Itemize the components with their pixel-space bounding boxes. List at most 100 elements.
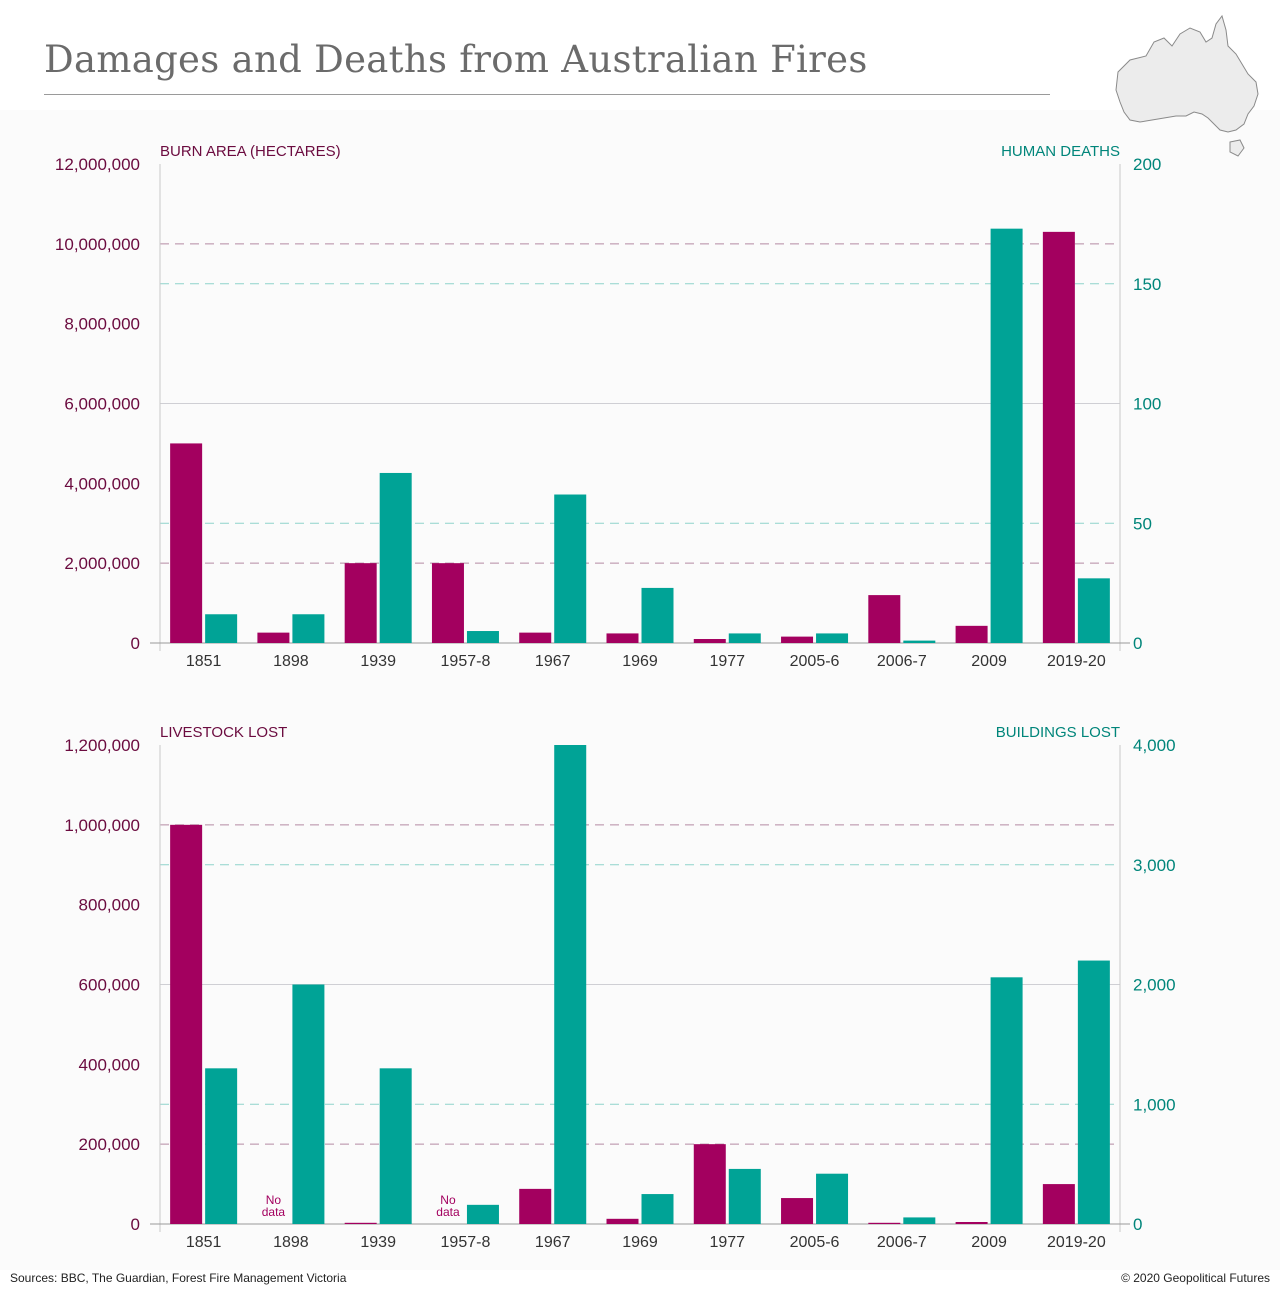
category-label: 1977 — [709, 653, 745, 670]
bar-livestock-lost-1939 — [344, 1222, 377, 1224]
australia-map-icon — [1115, 14, 1259, 157]
bar-buildings-lost-1939 — [379, 1068, 412, 1224]
right-tick-label: 50 — [1133, 514, 1152, 533]
bar-human-deaths-1957-8 — [466, 631, 499, 643]
footer-copyright: © 2020 Geopolitical Futures — [1121, 1271, 1270, 1285]
right-tick-label: 200 — [1133, 155, 1161, 174]
bar-human-deaths-1969 — [641, 587, 674, 643]
bar-human-deaths-2009 — [990, 228, 1023, 644]
bar-burn-area-hectares-1851 — [170, 443, 203, 643]
footer-sources: Sources: BBC, The Guardian, Forest Fire … — [10, 1271, 347, 1285]
right-tick-label: 1,000 — [1133, 1095, 1176, 1114]
left-tick-label: 8,000,000 — [64, 315, 140, 334]
category-label: 1851 — [186, 1234, 222, 1251]
bar-burn-area-hectares-2005-6 — [781, 636, 814, 643]
right-tick-label: 0 — [1133, 634, 1142, 653]
bar-burn-area-hectares-1898 — [257, 632, 290, 643]
bar-human-deaths-1977 — [728, 633, 761, 643]
bar-human-deaths-2019-20 — [1077, 578, 1110, 643]
category-label: 2005-6 — [790, 1234, 840, 1251]
bar-burn-area-hectares-1977 — [693, 639, 726, 643]
category-label: 2005-6 — [790, 653, 840, 670]
bar-human-deaths-2006-7 — [903, 640, 936, 643]
left-axis-title: LIVESTOCK LOST — [160, 724, 287, 741]
category-label: 1967 — [535, 1234, 571, 1251]
no-data-note: No data — [262, 1193, 286, 1219]
bar-livestock-lost-1851 — [170, 824, 203, 1224]
right-tick-label: 2,000 — [1133, 976, 1176, 995]
chart-1: 0 2,000,000 4,000,000 6,000,000 8,000,000 10,… — [55, 143, 1161, 670]
bar-buildings-lost-1967 — [554, 745, 587, 1224]
left-tick-label: 800,000 — [79, 896, 140, 915]
category-label: 2009 — [971, 653, 1007, 670]
bar-burn-area-hectares-2009 — [955, 625, 988, 643]
category-label: 1939 — [360, 653, 396, 670]
left-tick-label: 0 — [131, 1215, 140, 1234]
bar-buildings-lost-1977 — [728, 1168, 761, 1224]
bar-human-deaths-1898 — [292, 614, 325, 643]
bar-burn-area-hectares-2006-7 — [868, 595, 901, 643]
bar-livestock-lost-2005-6 — [781, 1198, 814, 1224]
category-label: 1957-8 — [441, 653, 491, 670]
left-tick-label: 1,200,000 — [64, 736, 140, 755]
bar-buildings-lost-1969 — [641, 1194, 674, 1224]
left-axis-title: BURN AREA (HECTARES) — [160, 143, 341, 160]
bar-buildings-lost-2005-6 — [816, 1173, 849, 1224]
category-label: 1957-8 — [441, 1234, 491, 1251]
bar-livestock-lost-1977 — [693, 1144, 726, 1224]
category-label: 1851 — [186, 653, 222, 670]
category-label: 1977 — [709, 1234, 745, 1251]
category-label: 1967 — [535, 653, 571, 670]
right-tick-label: 150 — [1133, 275, 1161, 294]
bar-burn-area-hectares-2019-20 — [1042, 231, 1075, 643]
category-label: 1969 — [622, 1234, 658, 1251]
bar-human-deaths-2005-6 — [816, 633, 849, 643]
bar-buildings-lost-2019-20 — [1077, 960, 1110, 1224]
bar-livestock-lost-1967 — [519, 1188, 552, 1224]
left-tick-label: 6,000,000 — [64, 395, 140, 414]
left-tick-label: 200,000 — [79, 1135, 140, 1154]
right-axis-title: HUMAN DEATHS — [1001, 143, 1120, 160]
category-label: 2009 — [971, 1234, 1007, 1251]
right-tick-label: 100 — [1133, 395, 1161, 414]
category-label: 1939 — [360, 1234, 396, 1251]
title-divider — [44, 94, 1050, 95]
left-tick-label: 10,000,000 — [55, 235, 140, 254]
category-label: 1898 — [273, 653, 309, 670]
bar-livestock-lost-2006-7 — [868, 1222, 901, 1224]
chart-title: Damages and Deaths from Australian Fires — [44, 38, 868, 81]
bar-livestock-lost-2019-20 — [1042, 1184, 1075, 1224]
left-tick-label: 600,000 — [79, 976, 140, 995]
bar-buildings-lost-1851 — [205, 1068, 238, 1224]
left-tick-label: 4,000,000 — [64, 474, 140, 493]
bar-burn-area-hectares-1967 — [519, 632, 552, 643]
left-tick-label: 1,000,000 — [64, 816, 140, 835]
left-tick-label: 0 — [131, 634, 140, 653]
bar-human-deaths-1939 — [379, 472, 412, 643]
bar-buildings-lost-1898 — [292, 984, 325, 1224]
bar-human-deaths-1967 — [554, 494, 587, 643]
bar-buildings-lost-1957-8 — [466, 1204, 499, 1224]
right-tick-label: 3,000 — [1133, 856, 1176, 875]
left-tick-label: 12,000,000 — [55, 155, 140, 174]
bar-livestock-lost-2009 — [955, 1222, 988, 1224]
category-label: 2006-7 — [877, 1234, 927, 1251]
no-data-note: No data — [436, 1193, 460, 1219]
bar-burn-area-hectares-1957-8 — [431, 563, 464, 643]
left-tick-label: 2,000,000 — [64, 554, 140, 573]
right-tick-label: 4,000 — [1133, 736, 1176, 755]
bar-burn-area-hectares-1939 — [344, 563, 377, 643]
bar-human-deaths-1851 — [205, 614, 238, 643]
category-label: 2019-20 — [1047, 653, 1106, 670]
right-axis-title: BUILDINGS LOST — [996, 724, 1120, 741]
bar-burn-area-hectares-1969 — [606, 633, 639, 643]
australia-mainland-shape — [1115, 14, 1259, 133]
category-label: 2019-20 — [1047, 1234, 1106, 1251]
category-label: 1969 — [622, 653, 658, 670]
category-label: 2006-7 — [877, 653, 927, 670]
category-label: 1898 — [273, 1234, 309, 1251]
chart-2: 0 200,000 400,000 600,000 800,000 1,000,000 1,… — [64, 724, 1175, 1251]
bar-livestock-lost-1969 — [606, 1218, 639, 1224]
tasmania-shape — [1229, 139, 1245, 157]
